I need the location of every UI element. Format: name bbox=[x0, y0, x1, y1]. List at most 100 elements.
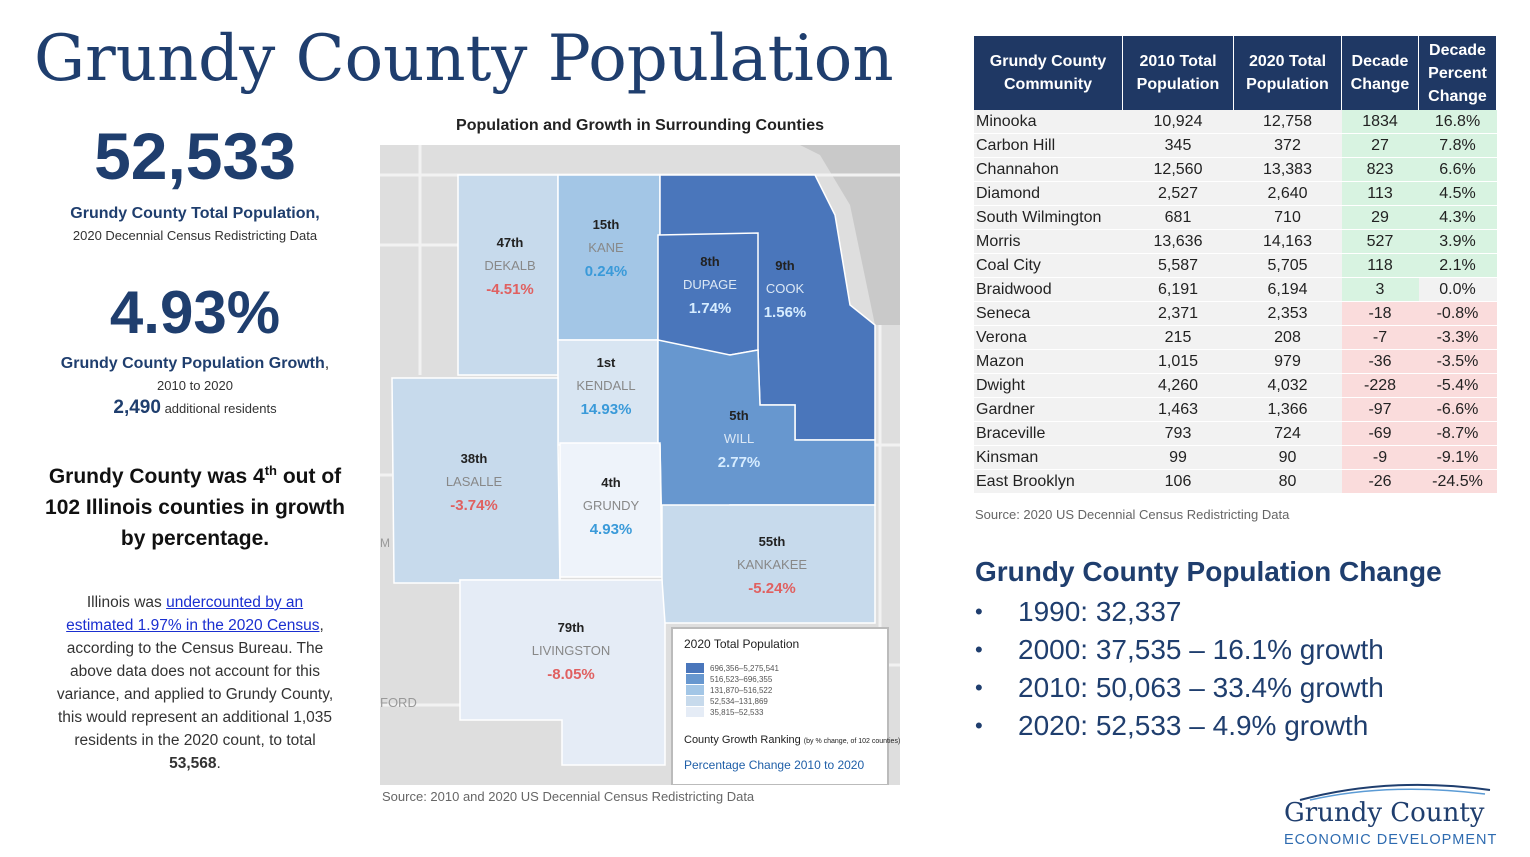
county-pct: 14.93% bbox=[581, 401, 632, 418]
table-cell: -18 bbox=[1341, 301, 1419, 326]
county-rank: 5th bbox=[729, 408, 749, 423]
change-item: 2020: 52,533 – 4.9% growth bbox=[975, 707, 1384, 745]
map-label: M bbox=[380, 536, 390, 550]
table-cell: Minooka bbox=[974, 110, 1123, 134]
county-name: KANKAKEE bbox=[737, 557, 807, 572]
table-cell: 1,463 bbox=[1122, 397, 1234, 422]
county-rank: 79th bbox=[558, 620, 585, 635]
growth-label-end: , bbox=[324, 355, 330, 372]
table-cell: -7 bbox=[1341, 325, 1419, 350]
table-row: Braceville 793 724 -69 -8.7% bbox=[974, 421, 1497, 446]
table-cell: South Wilmington bbox=[974, 205, 1123, 230]
change-item: 2000: 37,535 – 16.1% growth bbox=[975, 631, 1384, 669]
table-cell: 7.8% bbox=[1418, 133, 1497, 158]
table-cell: -26 bbox=[1341, 469, 1419, 494]
legend-swatch bbox=[686, 685, 704, 695]
legend-ranking-title: County Growth Ranking bbox=[684, 734, 801, 746]
table-cell: Dwight bbox=[974, 373, 1123, 398]
table-cell: 1,366 bbox=[1233, 397, 1342, 422]
ranking: Grundy County was 4th out of 102 Illinoi… bbox=[45, 455, 345, 554]
table-cell: -36 bbox=[1341, 349, 1419, 374]
table-cell: 99 bbox=[1122, 445, 1234, 470]
table-row: Verona 215 208 -7 -3.3% bbox=[974, 325, 1497, 350]
table-row: Dwight 4,260 4,032 -228 -5.4% bbox=[974, 373, 1497, 398]
table-row: Carbon Hill 345 372 27 7.8% bbox=[974, 133, 1497, 158]
map-label: FORD bbox=[380, 695, 417, 710]
legend-range: 516,523–696,355 bbox=[710, 675, 773, 684]
table-cell: -97 bbox=[1341, 397, 1419, 422]
map: 47th DEKALB -4.51% 15th KANE 0.24% 9th COOK 1.56… bbox=[380, 145, 900, 785]
table-row: Coal City 5,587 5,705 118 2.1% bbox=[974, 253, 1497, 278]
table-cell: Gardner bbox=[974, 397, 1123, 422]
table-header-cell: 2020 Total Population bbox=[1233, 36, 1342, 110]
county-pct: 1.56% bbox=[764, 304, 807, 321]
table-row: Minooka 10,924 12,758 1834 16.8% bbox=[974, 110, 1497, 134]
table-cell: Seneca bbox=[974, 301, 1123, 326]
table-cell: -8.7% bbox=[1418, 421, 1497, 446]
table-cell: 6,194 bbox=[1233, 277, 1342, 302]
map-title: Population and Growth in Surrounding Cou… bbox=[456, 117, 824, 134]
table-row: East Brooklyn 106 80 -26 -24.5% bbox=[974, 469, 1497, 494]
change-item: 1990: 32,337 bbox=[975, 593, 1384, 631]
table-cell: 118 bbox=[1341, 253, 1419, 278]
table-cell: East Brooklyn bbox=[974, 469, 1123, 494]
logo-arc bbox=[1299, 783, 1491, 801]
population-table: Grundy County Community 2010 Total Popula… bbox=[974, 36, 1497, 494]
table-cell: 724 bbox=[1233, 421, 1342, 446]
table-cell: 80 bbox=[1233, 469, 1342, 494]
legend-box bbox=[671, 627, 889, 785]
table-cell: 106 bbox=[1122, 469, 1234, 494]
table-row: Seneca 2,371 2,353 -18 -0.8% bbox=[974, 301, 1497, 326]
county-name: DEKALB bbox=[484, 258, 535, 273]
table-header-cell: 2010 Total Population bbox=[1122, 36, 1234, 110]
table-cell: 4,032 bbox=[1233, 373, 1342, 398]
table-cell: -6.6% bbox=[1418, 397, 1497, 422]
table-cell: 90 bbox=[1233, 445, 1342, 470]
table-cell: 3 bbox=[1341, 277, 1419, 302]
map-source: Source: 2010 and 2020 US Decennial Censu… bbox=[382, 789, 755, 804]
table-cell: 208 bbox=[1233, 325, 1342, 350]
legend-pct: Percentage Change 2010 to 2020 bbox=[684, 758, 864, 772]
table-cell: Morris bbox=[974, 229, 1123, 254]
county-pct: -5.24% bbox=[748, 580, 796, 597]
county-name: GRUNDY bbox=[583, 498, 640, 513]
table-row: Channahon 12,560 13,383 823 6.6% bbox=[974, 157, 1497, 182]
county bbox=[657, 232, 759, 356]
county-rank: 9th bbox=[775, 258, 795, 273]
county-pct: 4.93% bbox=[590, 521, 633, 538]
table-cell: 527 bbox=[1341, 229, 1419, 254]
county-name: KANE bbox=[588, 240, 624, 255]
legend-range: 35,815–52,533 bbox=[710, 708, 764, 717]
table-header: Grundy County Community 2010 Total Popula… bbox=[974, 36, 1497, 110]
county bbox=[457, 174, 559, 376]
county-pct: 0.24% bbox=[585, 263, 628, 280]
ranking-a: Grundy County was 4 bbox=[48, 465, 265, 488]
table-cell: 793 bbox=[1122, 421, 1234, 446]
table-cell: Braceville bbox=[974, 421, 1123, 446]
page-title: Grundy County Population bbox=[34, 22, 894, 96]
county-pct: 2.77% bbox=[718, 454, 761, 471]
county-name: LIVINGSTON bbox=[532, 643, 611, 658]
county-name: KENDALL bbox=[576, 378, 635, 393]
table-cell: Kinsman bbox=[974, 445, 1123, 470]
table-cell: 1,015 bbox=[1122, 349, 1234, 374]
county-rank: 47th bbox=[497, 235, 524, 250]
table-cell: 215 bbox=[1122, 325, 1234, 350]
table-cell: 6.6% bbox=[1418, 157, 1497, 182]
county-rank: 38th bbox=[461, 451, 488, 466]
legend-ranking: County Growth Ranking (by % change, of 10… bbox=[684, 734, 900, 746]
county bbox=[557, 174, 661, 341]
table-row: Diamond 2,527 2,640 113 4.5% bbox=[974, 181, 1497, 206]
table-cell: 27 bbox=[1341, 133, 1419, 158]
total-label: Grundy County Total Population, bbox=[70, 205, 320, 222]
growth-label: Grundy County Population Growth bbox=[60, 355, 325, 372]
additional-text: additional residents bbox=[164, 401, 277, 416]
note-link[interactable]: undercounted by an estimated 1.97% in th… bbox=[66, 594, 320, 634]
table-cell: -9.1% bbox=[1418, 445, 1497, 470]
table-cell: -3.3% bbox=[1418, 325, 1497, 350]
table-header-cell: Decade Change bbox=[1341, 36, 1419, 110]
table-cell: Coal City bbox=[974, 253, 1123, 278]
table-row: Braidwood 6,191 6,194 3 0.0% bbox=[974, 277, 1497, 302]
legend-range: 696,356–5,275,541 bbox=[710, 664, 780, 673]
